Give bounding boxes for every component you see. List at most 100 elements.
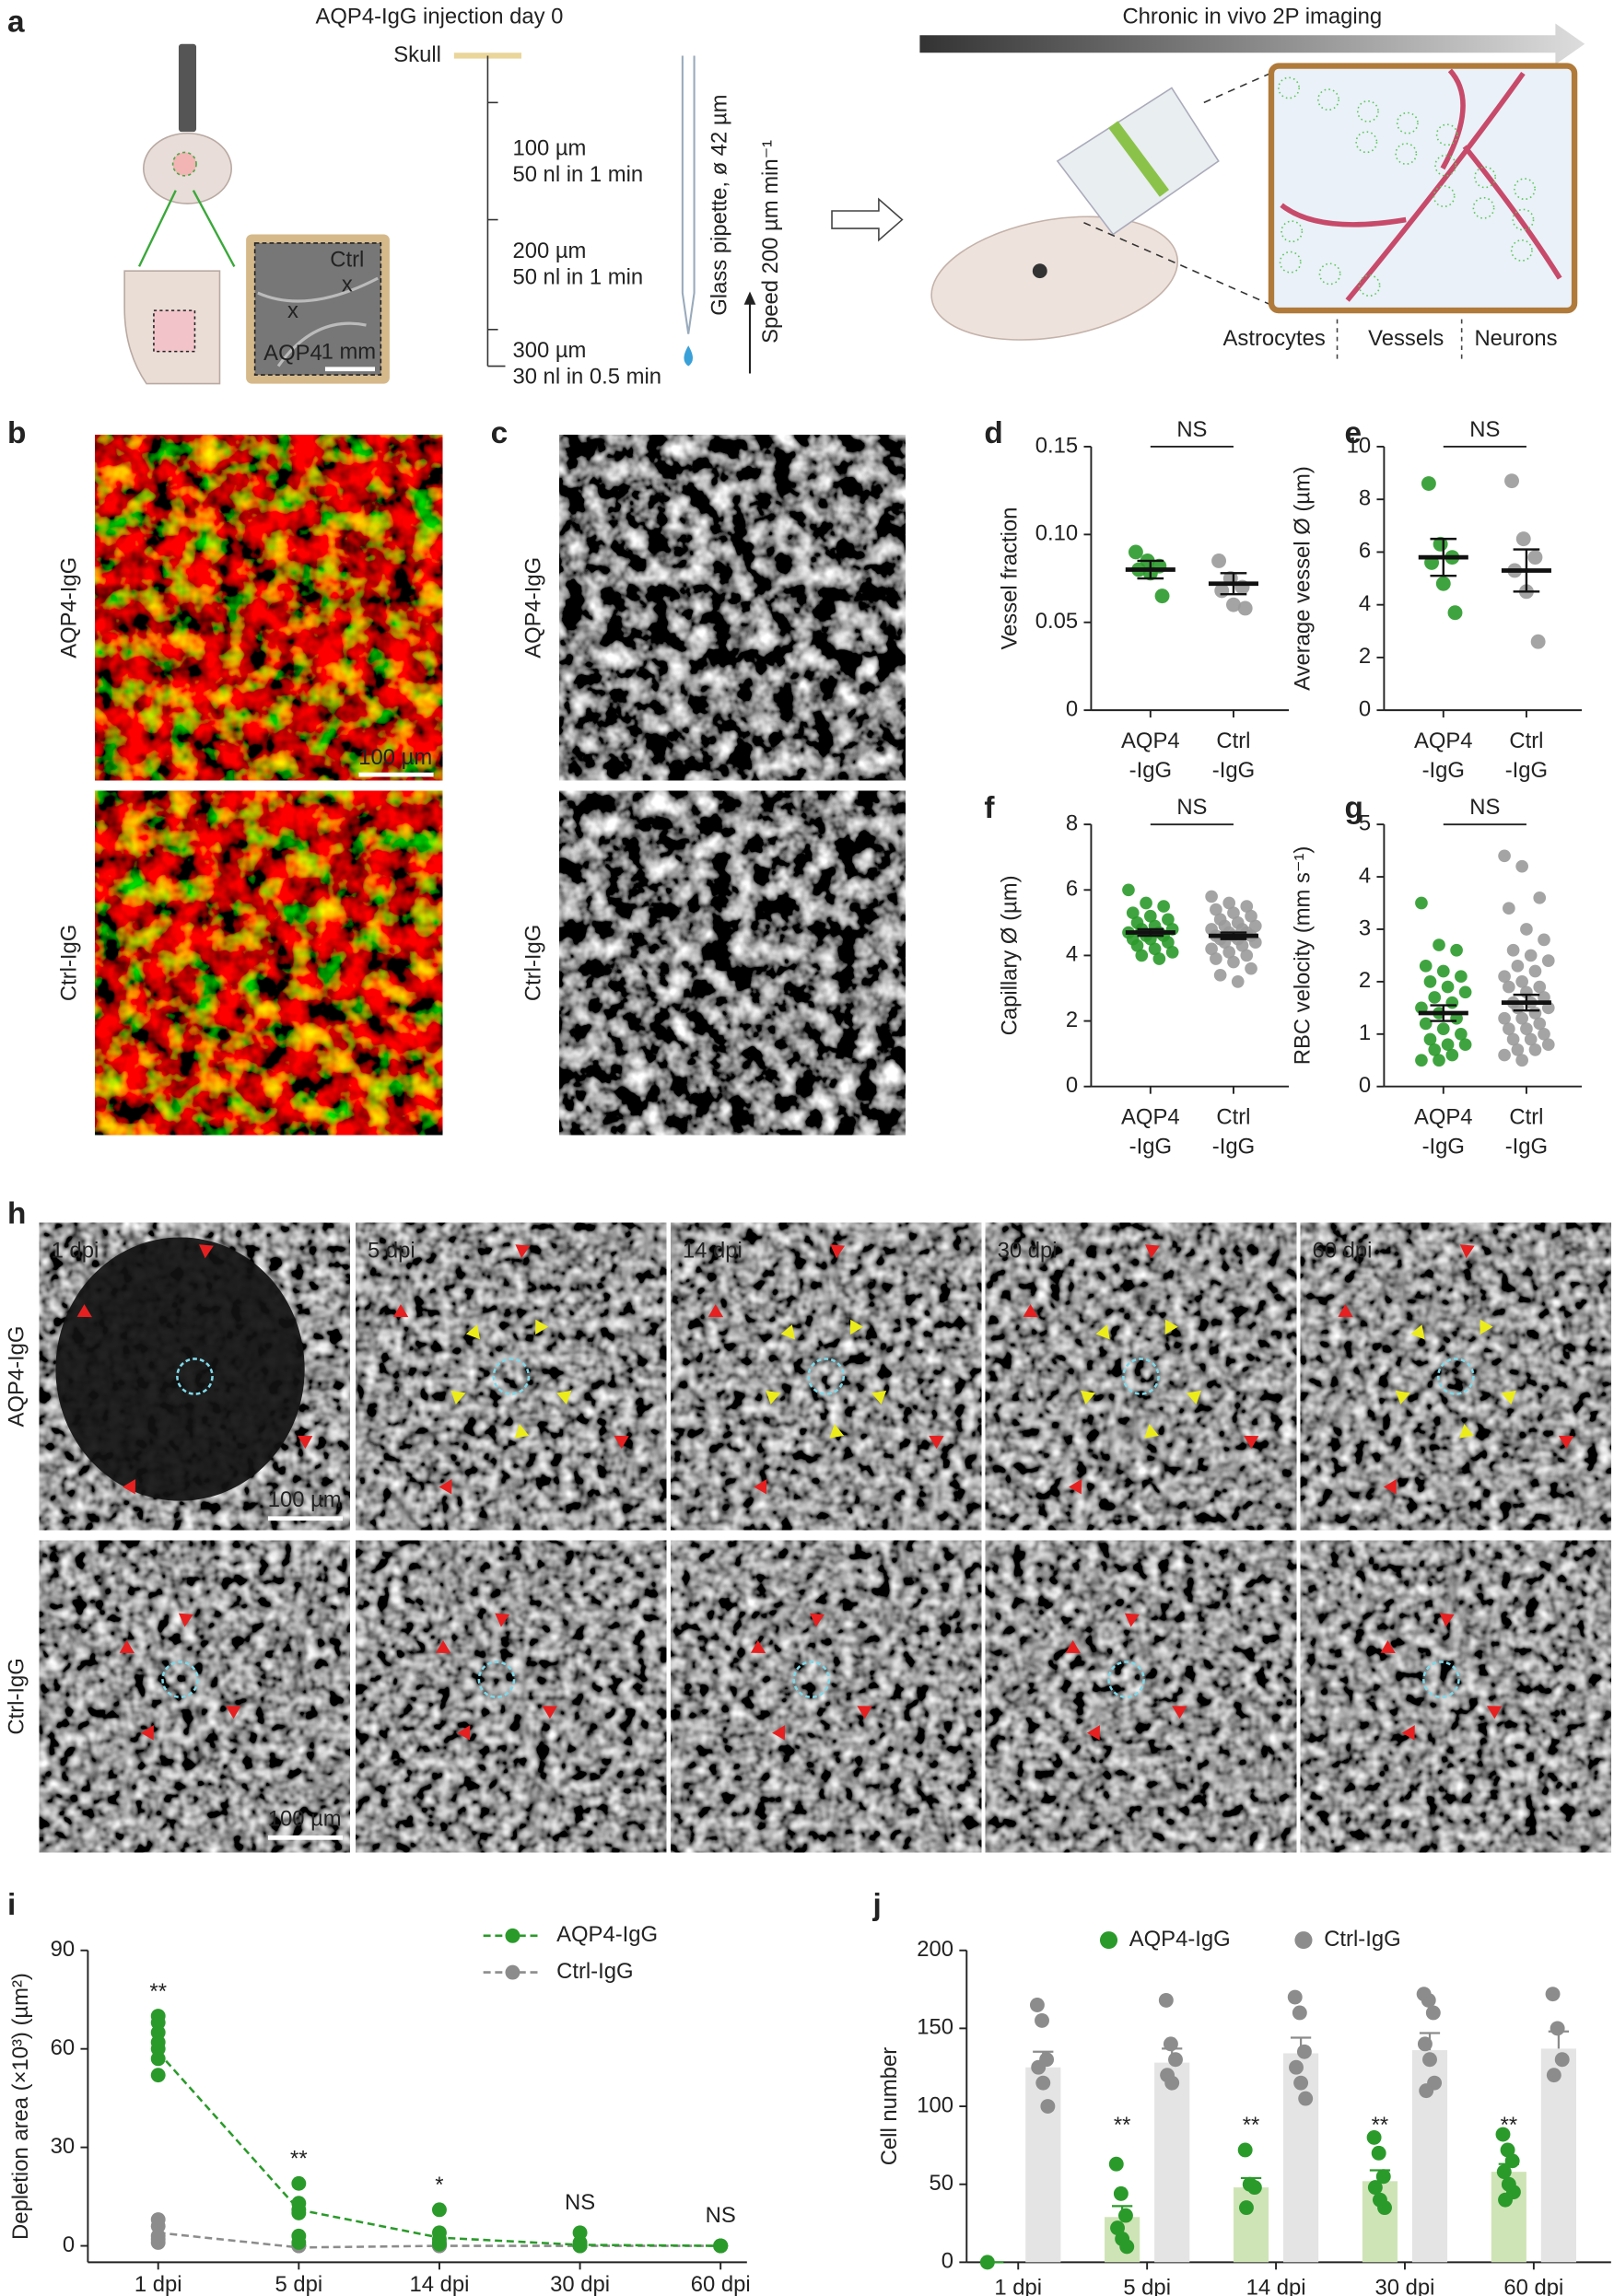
- point: [1211, 554, 1227, 568]
- point: [1458, 1038, 1472, 1052]
- point: [291, 2175, 307, 2191]
- point: [1524, 949, 1538, 962]
- arrowhead: [457, 1725, 471, 1741]
- point: [1428, 991, 1442, 1004]
- arrowhead: [1172, 1706, 1187, 1719]
- y-axis-label: Average vessel Ø (µm): [1290, 466, 1315, 691]
- hollow-arrow: [831, 197, 904, 242]
- error-bar: [1220, 572, 1247, 596]
- x-tick-label: 5 dpi: [275, 2272, 322, 2296]
- h-image: [985, 1540, 1297, 1853]
- point: [1504, 2153, 1520, 2169]
- point: [1527, 550, 1543, 565]
- point: [1503, 1022, 1515, 1035]
- point: [1533, 980, 1547, 994]
- arrowhead: [1486, 1706, 1503, 1719]
- point: [1538, 1027, 1550, 1041]
- h-scale-label: 100 µm: [268, 1807, 342, 1832]
- astrocyte: [1279, 251, 1302, 274]
- point: [1377, 2200, 1392, 2216]
- arrowhead: [1410, 1324, 1425, 1340]
- imaging-arrow: [919, 23, 1585, 65]
- arrowhead: [1338, 1304, 1353, 1318]
- point: [1240, 949, 1254, 962]
- legend-marker: [505, 1928, 520, 1943]
- significance-label: NS: [1469, 417, 1500, 442]
- y-tick-label: 0: [942, 2249, 953, 2274]
- y-tick-label: 4: [1359, 591, 1371, 616]
- x-tick-label: 30 dpi: [550, 2272, 610, 2296]
- point: [1210, 952, 1222, 965]
- point: [1538, 933, 1550, 947]
- x-tick-label: 1 dpi: [994, 2275, 1042, 2296]
- point: [1515, 1054, 1528, 1067]
- arrowhead: [436, 1639, 451, 1653]
- depletion: [55, 1237, 305, 1501]
- x-tick-label: AQP4 -IgG: [1121, 728, 1180, 783]
- point: [1298, 2091, 1314, 2106]
- arrowhead: [297, 1435, 313, 1449]
- point: [1500, 2142, 1515, 2158]
- h-image: [1300, 1222, 1611, 1531]
- panel-letter: c: [491, 416, 509, 450]
- significance-label: NS: [706, 2203, 736, 2228]
- point: [150, 2235, 166, 2250]
- arrowhead: [1065, 1639, 1082, 1653]
- point: [1425, 2005, 1441, 2021]
- point: [1237, 600, 1253, 616]
- arrowhead: [226, 1706, 241, 1719]
- point: [1495, 2127, 1511, 2142]
- injection-circle: [161, 1661, 199, 1698]
- point: [1528, 1043, 1542, 1056]
- point: [979, 2255, 995, 2270]
- y-tick-label: 2: [1359, 644, 1371, 669]
- arrowhead: [1144, 1424, 1159, 1439]
- x-tick-label: 14 dpi: [1246, 2275, 1306, 2296]
- point: [1222, 946, 1236, 959]
- arrowhead: [1395, 1390, 1410, 1404]
- y-tick-label: 2: [1359, 968, 1371, 993]
- point: [1503, 902, 1515, 915]
- point: [1423, 1032, 1437, 1046]
- y-tick-label: 4: [1359, 863, 1371, 888]
- depth-label: 200 µm: [512, 239, 586, 263]
- arrowhead: [542, 1706, 557, 1719]
- arrowhead: [766, 1390, 781, 1404]
- arrowhead: [810, 1613, 825, 1627]
- arrowhead: [1095, 1324, 1110, 1340]
- x-tick-label: 14 dpi: [409, 2272, 469, 2296]
- zoom-line: [1083, 221, 1278, 309]
- h-column-label: 60 dpi: [1312, 1239, 1372, 1264]
- arrowhead: [140, 1725, 154, 1741]
- astrocyte: [1433, 185, 1456, 208]
- h-column-label: 14 dpi: [683, 1239, 743, 1264]
- c-image: [559, 435, 906, 781]
- inset-aqp4: AQP4: [263, 341, 322, 366]
- point: [1292, 2005, 1307, 2021]
- mouse-eye: [1032, 263, 1047, 279]
- point: [1503, 980, 1515, 994]
- significance-label: **: [1243, 2113, 1260, 2138]
- point: [572, 2238, 588, 2254]
- y-tick-label: 0: [63, 2232, 75, 2257]
- point: [1239, 2200, 1254, 2216]
- point: [1226, 597, 1241, 612]
- error-bar: [1430, 537, 1457, 577]
- injection-site: [171, 151, 197, 177]
- h-image: [671, 1540, 982, 1853]
- x-tick-label: 30 dpi: [1375, 2275, 1435, 2296]
- arrowhead: [871, 1390, 887, 1404]
- arrow: [137, 190, 177, 267]
- y-tick-label: 1: [1359, 1020, 1371, 1045]
- h-image: [39, 1540, 350, 1853]
- b-scale-label: 100 µm: [358, 745, 432, 770]
- point: [1165, 946, 1179, 959]
- astrocyte: [1317, 88, 1339, 111]
- y-tick-label: 6: [1066, 877, 1078, 902]
- arrowhead: [1124, 1613, 1140, 1627]
- point: [1237, 2142, 1253, 2158]
- y-tick-label: 0: [1359, 1073, 1371, 1098]
- significance-label: **: [1114, 2113, 1131, 2138]
- point: [1126, 906, 1140, 920]
